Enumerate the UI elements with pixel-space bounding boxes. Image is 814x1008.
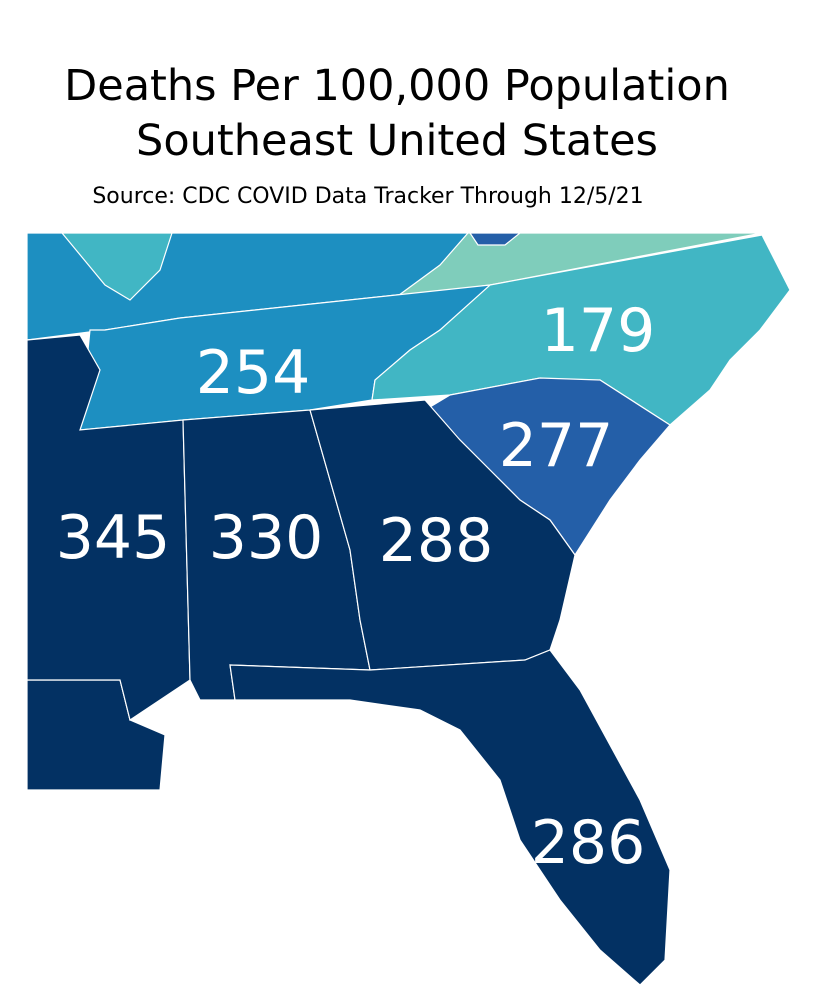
value-label: 288: [379, 506, 494, 576]
value-label: 254: [196, 338, 311, 408]
state-shape: [309, 399, 576, 671]
state-shape: [229, 649, 671, 986]
state-shape: [468, 232, 522, 246]
value-label: 330: [209, 503, 324, 573]
map: [26, 232, 791, 986]
source-note: Source: CDC COVID Data Tracker Through 1…: [92, 184, 643, 209]
value-labels: 254 179 277 345 330 288 286: [56, 296, 656, 878]
state-shape: [60, 232, 173, 301]
value-label: 277: [499, 411, 614, 481]
value-label: 345: [56, 503, 171, 573]
value-label: 286: [531, 808, 646, 878]
value-label: 179: [541, 296, 656, 366]
title-line: Southeast United States: [136, 116, 658, 166]
title-line: Deaths Per 100,000 Population: [64, 61, 730, 111]
